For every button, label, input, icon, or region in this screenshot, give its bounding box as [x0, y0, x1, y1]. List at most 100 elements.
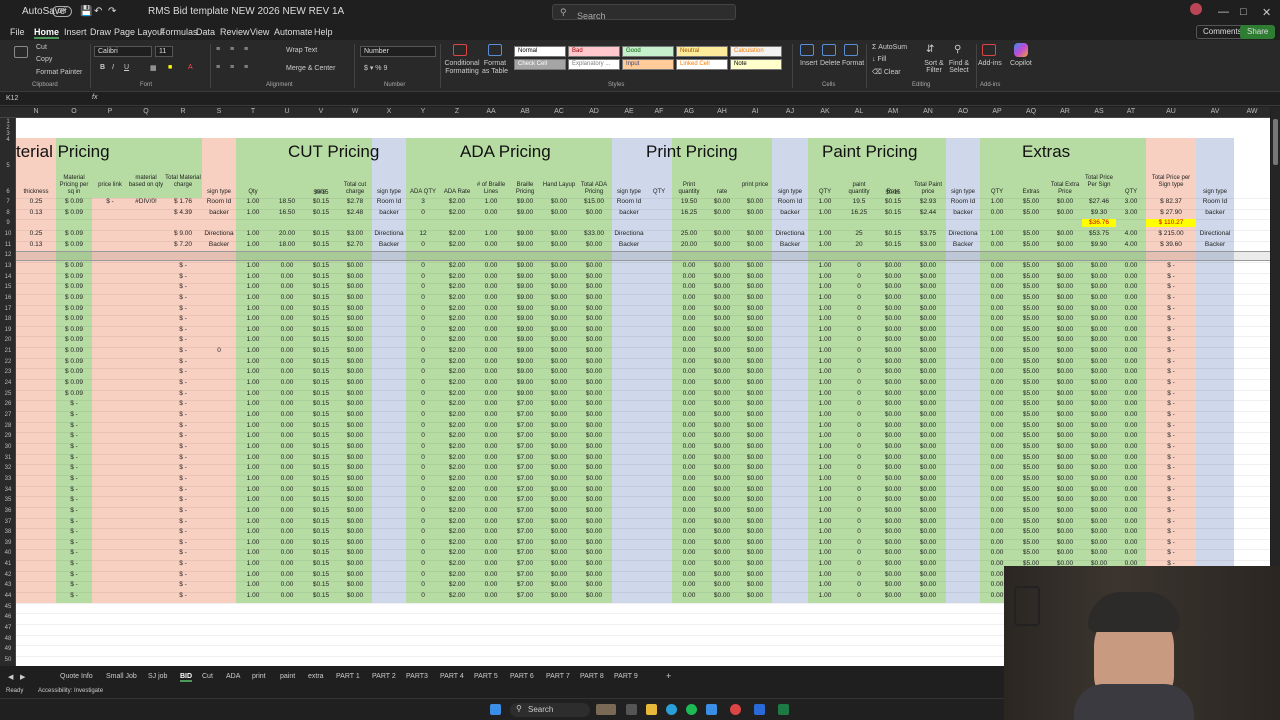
cell-r21[interactable]: $ -: [179, 347, 187, 355]
cell-al18[interactable]: 0: [857, 315, 861, 323]
edge-icon[interactable]: [666, 704, 677, 715]
cell-ag15[interactable]: 0.00: [682, 283, 696, 291]
cell-u25[interactable]: 0.00: [280, 389, 294, 397]
cell-ad33[interactable]: $0.00: [585, 474, 603, 482]
cell-at37[interactable]: 0.00: [1124, 517, 1138, 525]
spreadsheet-grid[interactable]: terial Pricing CUT Pricing ADA Pricing Prin…: [16, 118, 1270, 666]
cell-at32[interactable]: 0.00: [1124, 464, 1138, 472]
cell-ag35[interactable]: 0.00: [682, 496, 696, 504]
cell-ah29[interactable]: $0.00: [713, 432, 731, 440]
cell-y8[interactable]: 0: [421, 208, 425, 216]
cell-au25[interactable]: $ -: [1167, 389, 1175, 397]
cell-al21[interactable]: 0: [857, 347, 861, 355]
cell-z43[interactable]: $2.00: [448, 581, 466, 589]
cell-ap29[interactable]: 0.00: [990, 432, 1004, 440]
cell-ad30[interactable]: $0.00: [585, 442, 603, 450]
cell-ae10[interactable]: Directiona: [614, 229, 644, 237]
outlook-icon[interactable]: [754, 704, 765, 715]
cell-an33[interactable]: $0.00: [919, 474, 937, 482]
cell-aa34[interactable]: 0.00: [484, 485, 498, 493]
cell-aq30[interactable]: $5.00: [1022, 442, 1040, 450]
cell-ag34[interactable]: 0.00: [682, 485, 696, 493]
cell-r38[interactable]: $ -: [179, 528, 187, 536]
cell-r25[interactable]: $ -: [179, 389, 187, 397]
cell-z31[interactable]: $2.00: [448, 453, 466, 461]
cell-ai10[interactable]: $0.00: [746, 229, 764, 237]
cell-ad36[interactable]: $0.00: [585, 506, 603, 514]
cell-w11[interactable]: $2.70: [346, 240, 364, 248]
cell-o20[interactable]: $ 0.09: [64, 336, 84, 344]
column-header-aa[interactable]: AA: [486, 108, 496, 115]
cell-am37[interactable]: $0.00: [884, 517, 902, 525]
cell-ad40[interactable]: $0.00: [585, 549, 603, 557]
cell-ac41[interactable]: $0.00: [550, 560, 568, 568]
cell-t22[interactable]: 1.00: [246, 357, 260, 365]
format-table-button[interactable]: Format as Table: [482, 60, 508, 75]
cell-w37[interactable]: $0.00: [346, 517, 364, 525]
cell-z22[interactable]: $2.00: [448, 357, 466, 365]
cell-ar8[interactable]: $0.00: [1056, 208, 1074, 216]
row-header-7[interactable]: 7: [6, 199, 10, 205]
cell-au23[interactable]: $ -: [1167, 368, 1175, 376]
cell-v32[interactable]: $0.15: [312, 464, 330, 472]
cell-r17[interactable]: $ -: [179, 304, 187, 312]
cell-as27[interactable]: $0.00: [1090, 411, 1108, 418]
cell-ah40[interactable]: $0.00: [713, 549, 731, 557]
cell-al29[interactable]: 0: [857, 432, 861, 440]
cell-z19[interactable]: $2.00: [448, 325, 466, 333]
cell-at15[interactable]: 0.00: [1124, 283, 1138, 291]
cell-am39[interactable]: $0.00: [884, 538, 902, 546]
cell-style-calculation[interactable]: Calculation: [730, 46, 782, 57]
column-header-af[interactable]: AF: [654, 108, 664, 115]
cell-ac14[interactable]: $0.00: [550, 272, 568, 280]
menu-formulas[interactable]: Formulas: [160, 27, 198, 37]
cell-aq36[interactable]: $5.00: [1022, 506, 1040, 514]
cell-al8[interactable]: 16.25: [850, 208, 868, 216]
cell-t31[interactable]: 1.00: [246, 453, 260, 461]
cell-am41[interactable]: $0.00: [884, 560, 902, 568]
row-header-18[interactable]: 18: [4, 316, 12, 323]
cell-aq18[interactable]: $5.00: [1022, 315, 1040, 323]
cell-v43[interactable]: $0.15: [312, 581, 330, 589]
cell-ah19[interactable]: $0.00: [713, 325, 731, 333]
align-right-icon[interactable]: ≡: [244, 64, 249, 71]
sheet-tab-small-job[interactable]: Small Job: [106, 673, 137, 680]
column-header-y[interactable]: Y: [420, 108, 426, 115]
cell-au36[interactable]: $ -: [1167, 506, 1175, 514]
cell-ak43[interactable]: 1.00: [818, 581, 832, 589]
cell-an38[interactable]: $0.00: [919, 528, 937, 536]
cell-ah7[interactable]: $0.00: [713, 198, 731, 205]
cell-am22[interactable]: $0.00: [884, 357, 902, 365]
cell-am18[interactable]: $0.00: [884, 315, 902, 323]
align-center-icon[interactable]: ≡: [230, 64, 235, 71]
cell-aa16[interactable]: 0.00: [484, 293, 498, 301]
cell-y11[interactable]: 0: [421, 240, 425, 248]
cell-u11[interactable]: 18.00: [278, 240, 296, 248]
cell-z21[interactable]: $2.00: [448, 347, 466, 355]
cell-al36[interactable]: 0: [857, 506, 861, 514]
cell-at24[interactable]: 0.00: [1124, 379, 1138, 387]
spotify-icon[interactable]: [686, 704, 697, 715]
cell-am17[interactable]: $0.00: [884, 304, 902, 312]
cell-ag23[interactable]: 0.00: [682, 368, 696, 376]
cell-y13[interactable]: 0: [421, 261, 425, 269]
cell-ab33[interactable]: $7.00: [516, 474, 534, 482]
cell-ap36[interactable]: 0.00: [990, 506, 1004, 514]
cell-z26[interactable]: $2.00: [448, 400, 466, 408]
cell-ao8[interactable]: backer: [953, 208, 973, 216]
cell-o24[interactable]: $ 0.09: [64, 379, 84, 387]
cell-r35[interactable]: $ -: [179, 496, 187, 504]
delete-cells-icon[interactable]: [822, 44, 836, 56]
cell-ab24[interactable]: $9.00: [516, 379, 534, 387]
column-header-p[interactable]: P: [107, 108, 113, 115]
cell-ac31[interactable]: $0.00: [550, 453, 568, 461]
cell-ar7[interactable]: $0.00: [1056, 198, 1074, 205]
cell-o28[interactable]: $ -: [70, 421, 78, 429]
row-header-25[interactable]: 25: [4, 390, 12, 397]
cell-u21[interactable]: 0.00: [280, 347, 294, 355]
cell-an24[interactable]: $0.00: [919, 379, 937, 387]
cell-aq38[interactable]: $5.00: [1022, 528, 1040, 536]
borders-icon[interactable]: ▦: [150, 65, 157, 72]
cell-t19[interactable]: 1.00: [246, 325, 260, 333]
cell-ap44[interactable]: 0.00: [990, 592, 1004, 600]
